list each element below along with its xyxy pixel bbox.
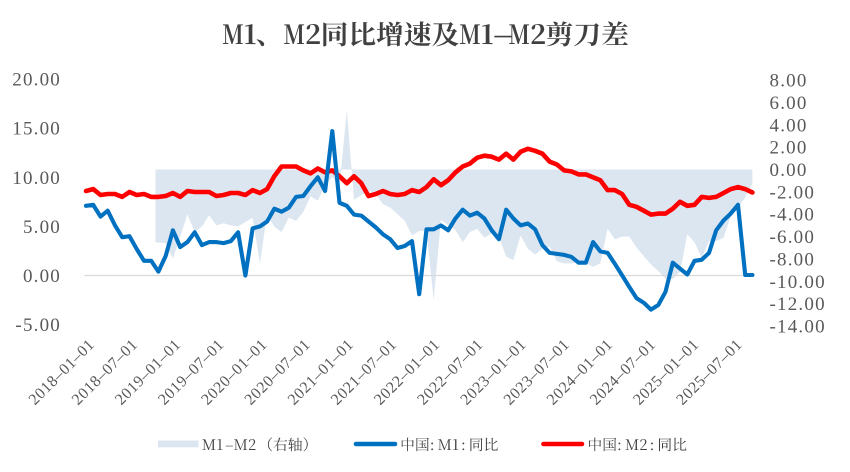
svg-text:2.00: 2.00 (770, 138, 808, 159)
svg-text:6.00: 6.00 (770, 93, 808, 114)
svg-text:0.00: 0.00 (23, 266, 61, 287)
svg-text:-6.00: -6.00 (770, 227, 816, 248)
svg-text:-12.00: -12.00 (770, 294, 826, 315)
svg-text:15.00: 15.00 (12, 119, 61, 140)
svg-text:-2.00: -2.00 (770, 182, 816, 203)
svg-text:0.00: 0.00 (770, 160, 808, 181)
svg-text:-5.00: -5.00 (15, 315, 61, 336)
svg-text:20.00: 20.00 (12, 70, 61, 91)
svg-text:-10.00: -10.00 (770, 272, 826, 293)
svg-text:5.00: 5.00 (23, 217, 61, 238)
svg-text:-8.00: -8.00 (770, 249, 816, 270)
svg-text:4.00: 4.00 (770, 115, 808, 136)
svg-text:-4.00: -4.00 (770, 205, 816, 226)
svg-text:-14.00: -14.00 (770, 317, 826, 338)
svg-text:10.00: 10.00 (12, 168, 61, 189)
svg-text:8.00: 8.00 (770, 71, 808, 92)
